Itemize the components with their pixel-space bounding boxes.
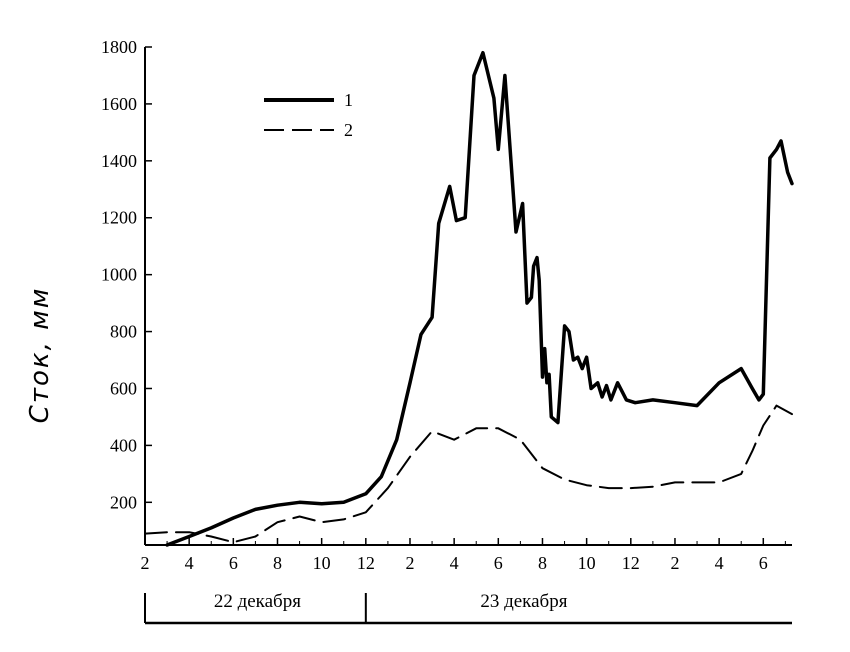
x-tick-label: 8: [273, 553, 282, 573]
series-lines: [144, 50, 794, 547]
x-tick-label: 4: [715, 553, 724, 573]
axes: [144, 47, 792, 546]
y-tick-label: 1200: [101, 208, 137, 228]
x-tick-label: 2: [670, 553, 679, 573]
x-tick-label: 2: [405, 553, 414, 573]
x-tick-label: 6: [229, 553, 238, 573]
legend-label-2: 2: [344, 120, 353, 140]
y-tick-label: 1800: [101, 37, 137, 57]
x-tick-label: 6: [759, 553, 768, 573]
x-tick-label: 4: [185, 553, 194, 573]
series-line-2: [144, 404, 793, 544]
x-tick-label: 12: [357, 553, 375, 573]
legend-label-1: 1: [344, 90, 353, 110]
y-tick-label: 1400: [101, 151, 137, 171]
x-tick-label: 10: [313, 553, 331, 573]
day-label: 22 декабря: [214, 591, 301, 612]
y-axis-ticks: 200 400 600 800 1000 1200 1400 1600 1800: [101, 37, 152, 512]
x-tick-label: 2: [141, 553, 150, 573]
x-tick-label: 8: [538, 553, 547, 573]
y-tick-label: 1000: [101, 265, 137, 285]
series-line-1: [165, 50, 794, 547]
x-tick-label: 4: [450, 553, 459, 573]
day-labels: 22 декабря 23 декабря: [144, 591, 792, 625]
y-tick-label: 400: [110, 435, 137, 455]
legend: 12: [264, 90, 353, 140]
y-tick-label: 800: [110, 322, 137, 342]
y-tick-label: 1600: [101, 94, 137, 114]
x-axis-ticks: 2 4 6 8 10 12 2 4 6 8 10 12 2 4 6: [141, 538, 786, 573]
x-tick-label: 12: [622, 553, 640, 573]
y-axis-label: Сток, мм: [25, 287, 55, 424]
x-tick-label: 6: [494, 553, 503, 573]
y-tick-label: 200: [110, 492, 137, 512]
x-tick-label: 10: [578, 553, 596, 573]
y-tick-label: 600: [110, 378, 137, 398]
day-label: 23 декабря: [480, 591, 567, 612]
